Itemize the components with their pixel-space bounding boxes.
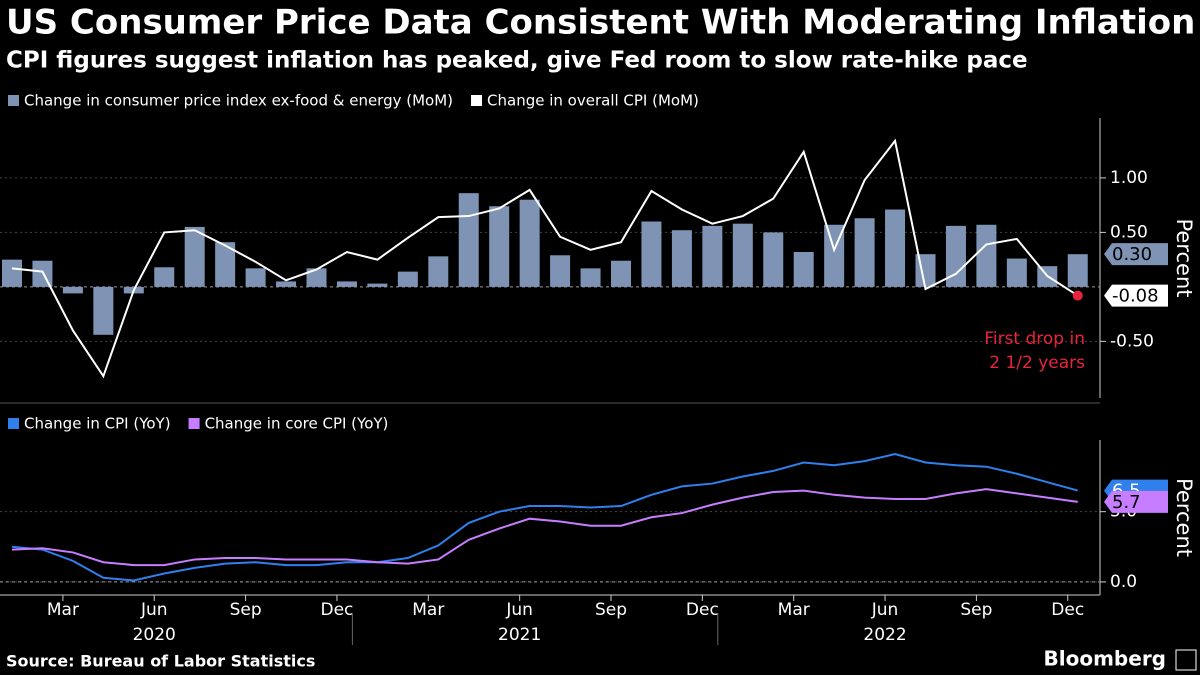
chart-subtitle: CPI figures suggest inflation has peaked… <box>6 48 1028 74</box>
x-tick-label: Mar <box>412 600 444 620</box>
legend-swatch <box>188 418 200 429</box>
bar <box>671 230 692 287</box>
bar <box>854 218 875 287</box>
y-axis-label: Percent <box>1172 478 1196 557</box>
x-tick-label: Mar <box>778 600 810 620</box>
end-label-box <box>1104 490 1168 513</box>
bar <box>763 232 784 287</box>
bar <box>641 221 662 287</box>
x-year-label: 2022 <box>863 625 906 645</box>
annotation: First drop in <box>984 329 1085 349</box>
legend-label: Change in overall CPI (MoM) <box>487 92 699 110</box>
legend-label: Change in consumer price index ex-food &… <box>24 92 453 110</box>
bar <box>702 225 723 287</box>
annotation: 2 1/2 years <box>989 353 1085 373</box>
x-tick-label: Dec <box>1051 600 1084 620</box>
y-axis-label: Percent <box>1172 218 1196 297</box>
x-tick-label: Mar <box>47 600 79 620</box>
bar <box>306 268 327 287</box>
x-tick-label: Jun <box>505 600 533 620</box>
bar <box>580 268 601 287</box>
legend-label: Change in core CPI (YoY) <box>205 415 389 433</box>
bar <box>397 271 418 287</box>
bar <box>732 223 753 287</box>
x-tick-label: Dec <box>320 600 353 620</box>
bar <box>93 286 114 335</box>
end-label-box <box>1104 243 1168 266</box>
line <box>11 488 1078 567</box>
legend-label: Change in CPI (YoY) <box>24 415 171 433</box>
bar <box>793 252 814 287</box>
y-tick-label: 0.50 <box>1110 222 1148 242</box>
bar <box>32 260 53 287</box>
end-label: 5.7 <box>1112 492 1141 513</box>
x-year-label: 2021 <box>498 625 541 645</box>
bar <box>611 260 631 287</box>
bar <box>215 242 236 287</box>
bar <box>2 259 22 287</box>
bar <box>976 224 997 287</box>
bar <box>154 267 175 287</box>
bar <box>336 281 357 287</box>
legend-swatch <box>8 95 19 106</box>
bar <box>458 193 479 287</box>
legend-swatch <box>8 418 19 429</box>
bar <box>519 199 540 287</box>
bar <box>184 226 205 287</box>
x-year-label: 2020 <box>133 625 176 645</box>
bar <box>489 206 510 287</box>
bar <box>62 286 83 294</box>
chart-title: US Consumer Price Data Consistent With M… <box>6 3 1195 43</box>
brand-icon <box>1175 649 1197 671</box>
bar <box>945 225 966 287</box>
source: Source: Bureau of Labor Statistics <box>6 652 315 671</box>
bar <box>367 283 388 287</box>
end-label-box <box>1104 284 1168 307</box>
bar <box>276 281 297 287</box>
x-tick-label: Jun <box>871 600 899 620</box>
bar <box>428 256 449 287</box>
x-tick-label: Sep <box>230 600 262 620</box>
x-tick-label: Dec <box>686 600 719 620</box>
bar <box>885 209 906 287</box>
bar <box>1006 258 1027 287</box>
line <box>11 453 1079 582</box>
x-tick-label: Sep <box>595 600 627 620</box>
bar <box>550 255 571 287</box>
brand: Bloomberg <box>1044 647 1166 671</box>
end-label: -0.08 <box>1112 286 1159 307</box>
bar <box>245 268 266 287</box>
bar <box>1067 254 1088 287</box>
legend-swatch <box>471 95 483 106</box>
x-tick-label: Sep <box>960 600 992 620</box>
line <box>11 138 1079 379</box>
highlight-dot <box>1072 290 1083 301</box>
y-tick-label: 1.00 <box>1110 168 1148 188</box>
y-tick-label: 0.0 <box>1110 572 1137 592</box>
y-tick-label: -0.50 <box>1110 331 1154 351</box>
end-label: 0.30 <box>1112 244 1152 265</box>
x-tick-label: Jun <box>140 600 168 620</box>
